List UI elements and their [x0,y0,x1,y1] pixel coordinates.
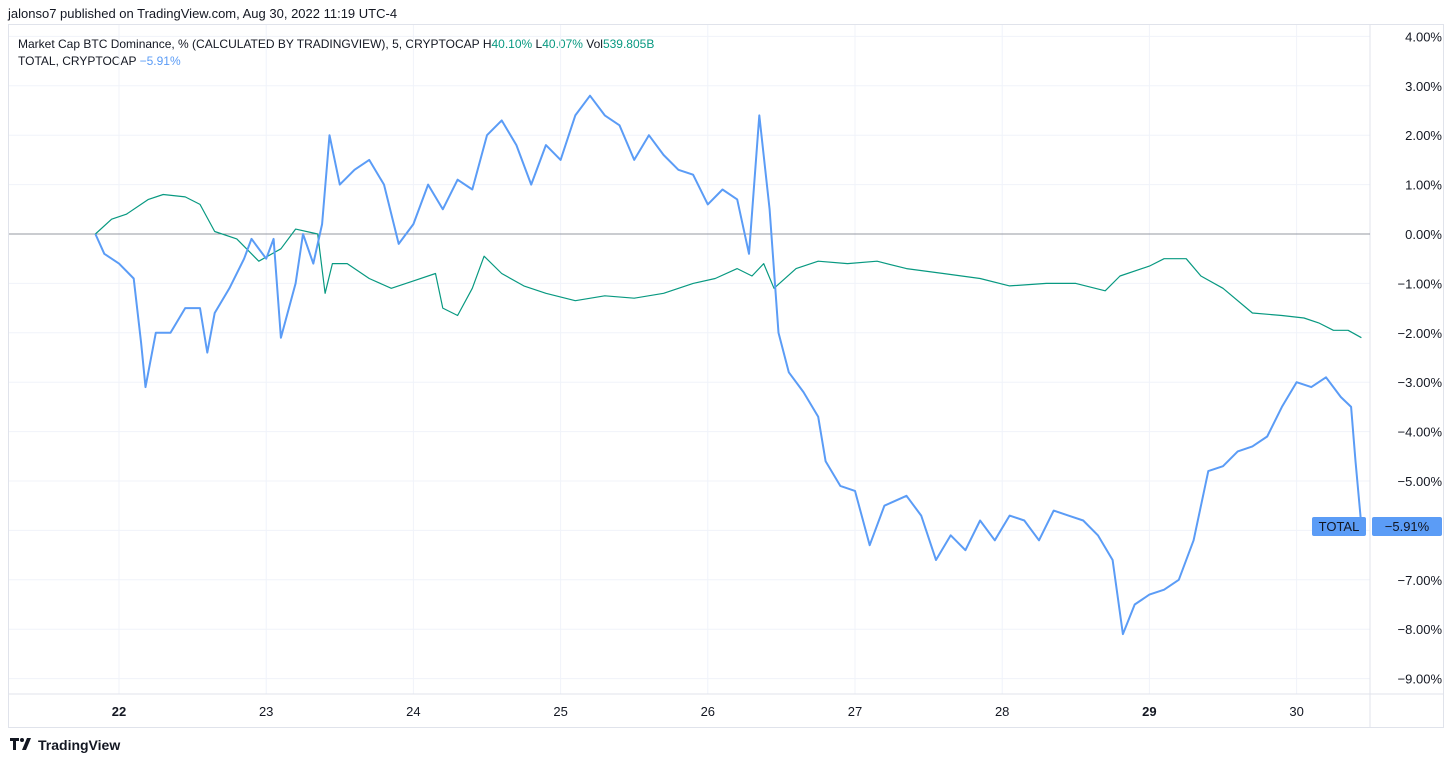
publication-header: jalonso7 published on TradingView.com, A… [8,6,398,21]
legend-total-value: −5.91% [139,54,181,68]
legend-low-value: 40.07% [542,37,583,51]
tradingview-brand-label: TradingView [38,737,121,753]
tradingview-logo-icon [10,737,32,753]
legend-volume-label: Vol [586,37,603,51]
legend-total-title: TOTAL, CRYPTOCAP [18,54,137,68]
legend-total[interactable]: TOTAL, CRYPTOCAP −5.91% [18,54,181,68]
tradingview-brand[interactable]: TradingView [10,737,120,753]
legend-high-value: 40.10% [491,37,533,51]
legend-btc-dominance-title: Market Cap BTC Dominance, % (CALCULATED … [18,37,480,51]
legend-low-label: L [535,37,543,51]
legend-volume-value: 539.805B [602,37,655,51]
chart-frame [8,24,1444,728]
legend-high-label: H [482,37,492,51]
legend-btc-dominance[interactable]: Market Cap BTC Dominance, % (CALCULATED … [18,37,654,51]
